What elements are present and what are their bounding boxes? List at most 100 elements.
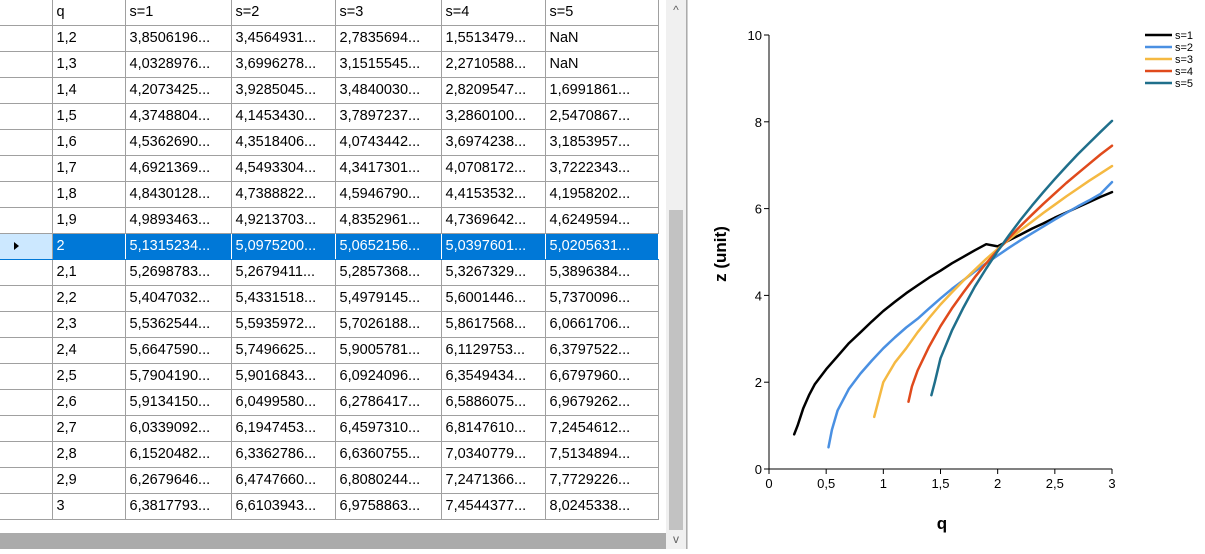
cell-s5[interactable]: 8,0245338... bbox=[545, 493, 659, 520]
cell-s4[interactable]: 4,0708172... bbox=[441, 155, 546, 182]
cell-s2[interactable]: 4,7388822... bbox=[231, 181, 336, 208]
cell-s5[interactable]: 6,6797960... bbox=[545, 363, 659, 390]
column-header-q[interactable]: q bbox=[52, 0, 126, 26]
cell-s2[interactable]: 5,0975200... bbox=[231, 233, 336, 260]
cell-s4[interactable]: 5,0397601... bbox=[441, 233, 546, 260]
table-row[interactable]: 2,4 5,6647590... 5,7496625... 5,9005781... 6… bbox=[0, 337, 659, 364]
cell-s4[interactable]: 3,6974238... bbox=[441, 129, 546, 156]
cell-s3[interactable]: 6,4597310... bbox=[335, 415, 442, 442]
table-row[interactable]: 2,5 5,7904190... 5,9016843... 6,0924096... 6… bbox=[0, 363, 659, 390]
cell-s4[interactable]: 2,2710588... bbox=[441, 51, 546, 78]
cell-s3[interactable]: 4,0743442... bbox=[335, 129, 442, 156]
cell-s5[interactable]: 6,9679262... bbox=[545, 389, 659, 416]
cell-s3[interactable]: 5,2857368... bbox=[335, 259, 442, 286]
table-row[interactable]: 1,8 4,8430128... 4,7388822... 4,5946790... 4… bbox=[0, 181, 659, 208]
cell-s2[interactable]: 6,1947453... bbox=[231, 415, 336, 442]
row-header-cell[interactable] bbox=[0, 415, 53, 442]
cell-s1[interactable]: 4,0328976... bbox=[125, 51, 232, 78]
cell-s2[interactable]: 3,9285045... bbox=[231, 77, 336, 104]
scrollbar-thumb[interactable] bbox=[669, 210, 683, 530]
cell-s3[interactable]: 6,8080244... bbox=[335, 467, 442, 494]
table-row[interactable]: 2,8 6,1520482... 6,3362786... 6,6360755... 7… bbox=[0, 441, 659, 468]
cell-s3[interactable]: 6,9758863... bbox=[335, 493, 442, 520]
table-row[interactable]: 2 5,1315234... 5,0975200... 5,0652156... 5,0… bbox=[0, 233, 659, 260]
row-header-cell[interactable] bbox=[0, 155, 53, 182]
cell-q[interactable]: 2,9 bbox=[52, 467, 126, 494]
cell-s2[interactable]: 5,2679411... bbox=[231, 259, 336, 286]
cell-s5[interactable]: 2,5470867... bbox=[545, 103, 659, 130]
table-row[interactable]: 1,9 4,9893463... 4,9213703... 4,8352961... 4… bbox=[0, 207, 659, 234]
cell-s2[interactable]: 5,4331518... bbox=[231, 285, 336, 312]
cell-s5[interactable]: 4,6249594... bbox=[545, 207, 659, 234]
cell-s2[interactable]: 5,7496625... bbox=[231, 337, 336, 364]
cell-q[interactable]: 2,4 bbox=[52, 337, 126, 364]
cell-s1[interactable]: 5,5362544... bbox=[125, 311, 232, 338]
table-row[interactable]: 1,5 4,3748804... 4,1453430... 3,7897237... 3… bbox=[0, 103, 659, 130]
row-header-cell[interactable] bbox=[0, 233, 53, 260]
cell-s4[interactable]: 6,1129753... bbox=[441, 337, 546, 364]
cell-s4[interactable]: 6,3549434... bbox=[441, 363, 546, 390]
cell-s3[interactable]: 2,7835694... bbox=[335, 25, 442, 52]
cell-q[interactable]: 1,6 bbox=[52, 129, 126, 156]
cell-s3[interactable]: 6,2786417... bbox=[335, 389, 442, 416]
row-header-cell[interactable] bbox=[0, 467, 53, 494]
cell-s5[interactable]: NaN bbox=[545, 51, 659, 78]
cell-s2[interactable]: 6,6103943... bbox=[231, 493, 336, 520]
cell-s2[interactable]: 4,3518406... bbox=[231, 129, 336, 156]
cell-q[interactable]: 1,7 bbox=[52, 155, 126, 182]
row-header-cell[interactable] bbox=[0, 207, 53, 234]
cell-q[interactable]: 2,5 bbox=[52, 363, 126, 390]
cell-s1[interactable]: 4,5362690... bbox=[125, 129, 232, 156]
cell-s1[interactable]: 4,9893463... bbox=[125, 207, 232, 234]
cell-s1[interactable]: 5,7904190... bbox=[125, 363, 232, 390]
cell-s5[interactable]: 7,7729226... bbox=[545, 467, 659, 494]
cell-s1[interactable]: 6,1520482... bbox=[125, 441, 232, 468]
cell-s4[interactable]: 7,4544377... bbox=[441, 493, 546, 520]
cell-s4[interactable]: 4,4153532... bbox=[441, 181, 546, 208]
table-row[interactable]: 1,7 4,6921369... 4,5493304... 4,3417301... 4… bbox=[0, 155, 659, 182]
cell-s5[interactable]: 1,6991861... bbox=[545, 77, 659, 104]
table-row[interactable]: 1,2 3,8506196... 3,4564931... 2,7835694... 1… bbox=[0, 25, 659, 52]
cell-q[interactable]: 2 bbox=[52, 233, 126, 260]
table-row[interactable]: 3 6,3817793... 6,6103943... 6,9758863... 7,4… bbox=[0, 493, 659, 520]
row-header-cell[interactable] bbox=[0, 25, 53, 52]
cell-s2[interactable]: 6,3362786... bbox=[231, 441, 336, 468]
cell-q[interactable]: 1,9 bbox=[52, 207, 126, 234]
table-row[interactable]: 2,1 5,2698783... 5,2679411... 5,2857368... 5… bbox=[0, 259, 659, 286]
scroll-up-arrow-icon[interactable]: ^ bbox=[673, 3, 679, 17]
cell-s1[interactable]: 4,8430128... bbox=[125, 181, 232, 208]
cell-s4[interactable]: 2,8209547... bbox=[441, 77, 546, 104]
cell-s1[interactable]: 3,8506196... bbox=[125, 25, 232, 52]
cell-s3[interactable]: 6,6360755... bbox=[335, 441, 442, 468]
top-left-header-cell[interactable] bbox=[0, 0, 53, 26]
cell-s1[interactable]: 6,2679646... bbox=[125, 467, 232, 494]
row-header-cell[interactable] bbox=[0, 259, 53, 286]
cell-s2[interactable]: 5,5935972... bbox=[231, 311, 336, 338]
cell-s3[interactable]: 3,4840030... bbox=[335, 77, 442, 104]
cell-s3[interactable]: 3,1515545... bbox=[335, 51, 442, 78]
cell-s1[interactable]: 6,3817793... bbox=[125, 493, 232, 520]
row-header-cell[interactable] bbox=[0, 77, 53, 104]
row-header-cell[interactable] bbox=[0, 363, 53, 390]
cell-s2[interactable]: 3,6996278... bbox=[231, 51, 336, 78]
table-row[interactable]: 1,3 4,0328976... 3,6996278... 3,1515545... 2… bbox=[0, 51, 659, 78]
scroll-down-arrow-icon[interactable]: v bbox=[673, 532, 679, 546]
cell-s1[interactable]: 4,6921369... bbox=[125, 155, 232, 182]
row-header-cell[interactable] bbox=[0, 103, 53, 130]
cell-q[interactable]: 2,7 bbox=[52, 415, 126, 442]
cell-s5[interactable]: 7,2454612... bbox=[545, 415, 659, 442]
cell-q[interactable]: 1,8 bbox=[52, 181, 126, 208]
column-header-s1[interactable]: s=1 bbox=[125, 0, 232, 26]
cell-s1[interactable]: 6,0339092... bbox=[125, 415, 232, 442]
cell-q[interactable]: 2,6 bbox=[52, 389, 126, 416]
row-header-cell[interactable] bbox=[0, 129, 53, 156]
row-header-cell[interactable] bbox=[0, 51, 53, 78]
table-row[interactable]: 2,9 6,2679646... 6,4747660... 6,8080244... 7… bbox=[0, 467, 659, 494]
table-row[interactable]: 2,6 5,9134150... 6,0499580... 6,2786417... 6… bbox=[0, 389, 659, 416]
cell-s4[interactable]: 7,0340779... bbox=[441, 441, 546, 468]
cell-s4[interactable]: 5,6001446... bbox=[441, 285, 546, 312]
cell-s3[interactable]: 4,8352961... bbox=[335, 207, 442, 234]
cell-s1[interactable]: 4,3748804... bbox=[125, 103, 232, 130]
vertical-scrollbar[interactable]: ^ v bbox=[666, 0, 686, 549]
cell-q[interactable]: 2,8 bbox=[52, 441, 126, 468]
